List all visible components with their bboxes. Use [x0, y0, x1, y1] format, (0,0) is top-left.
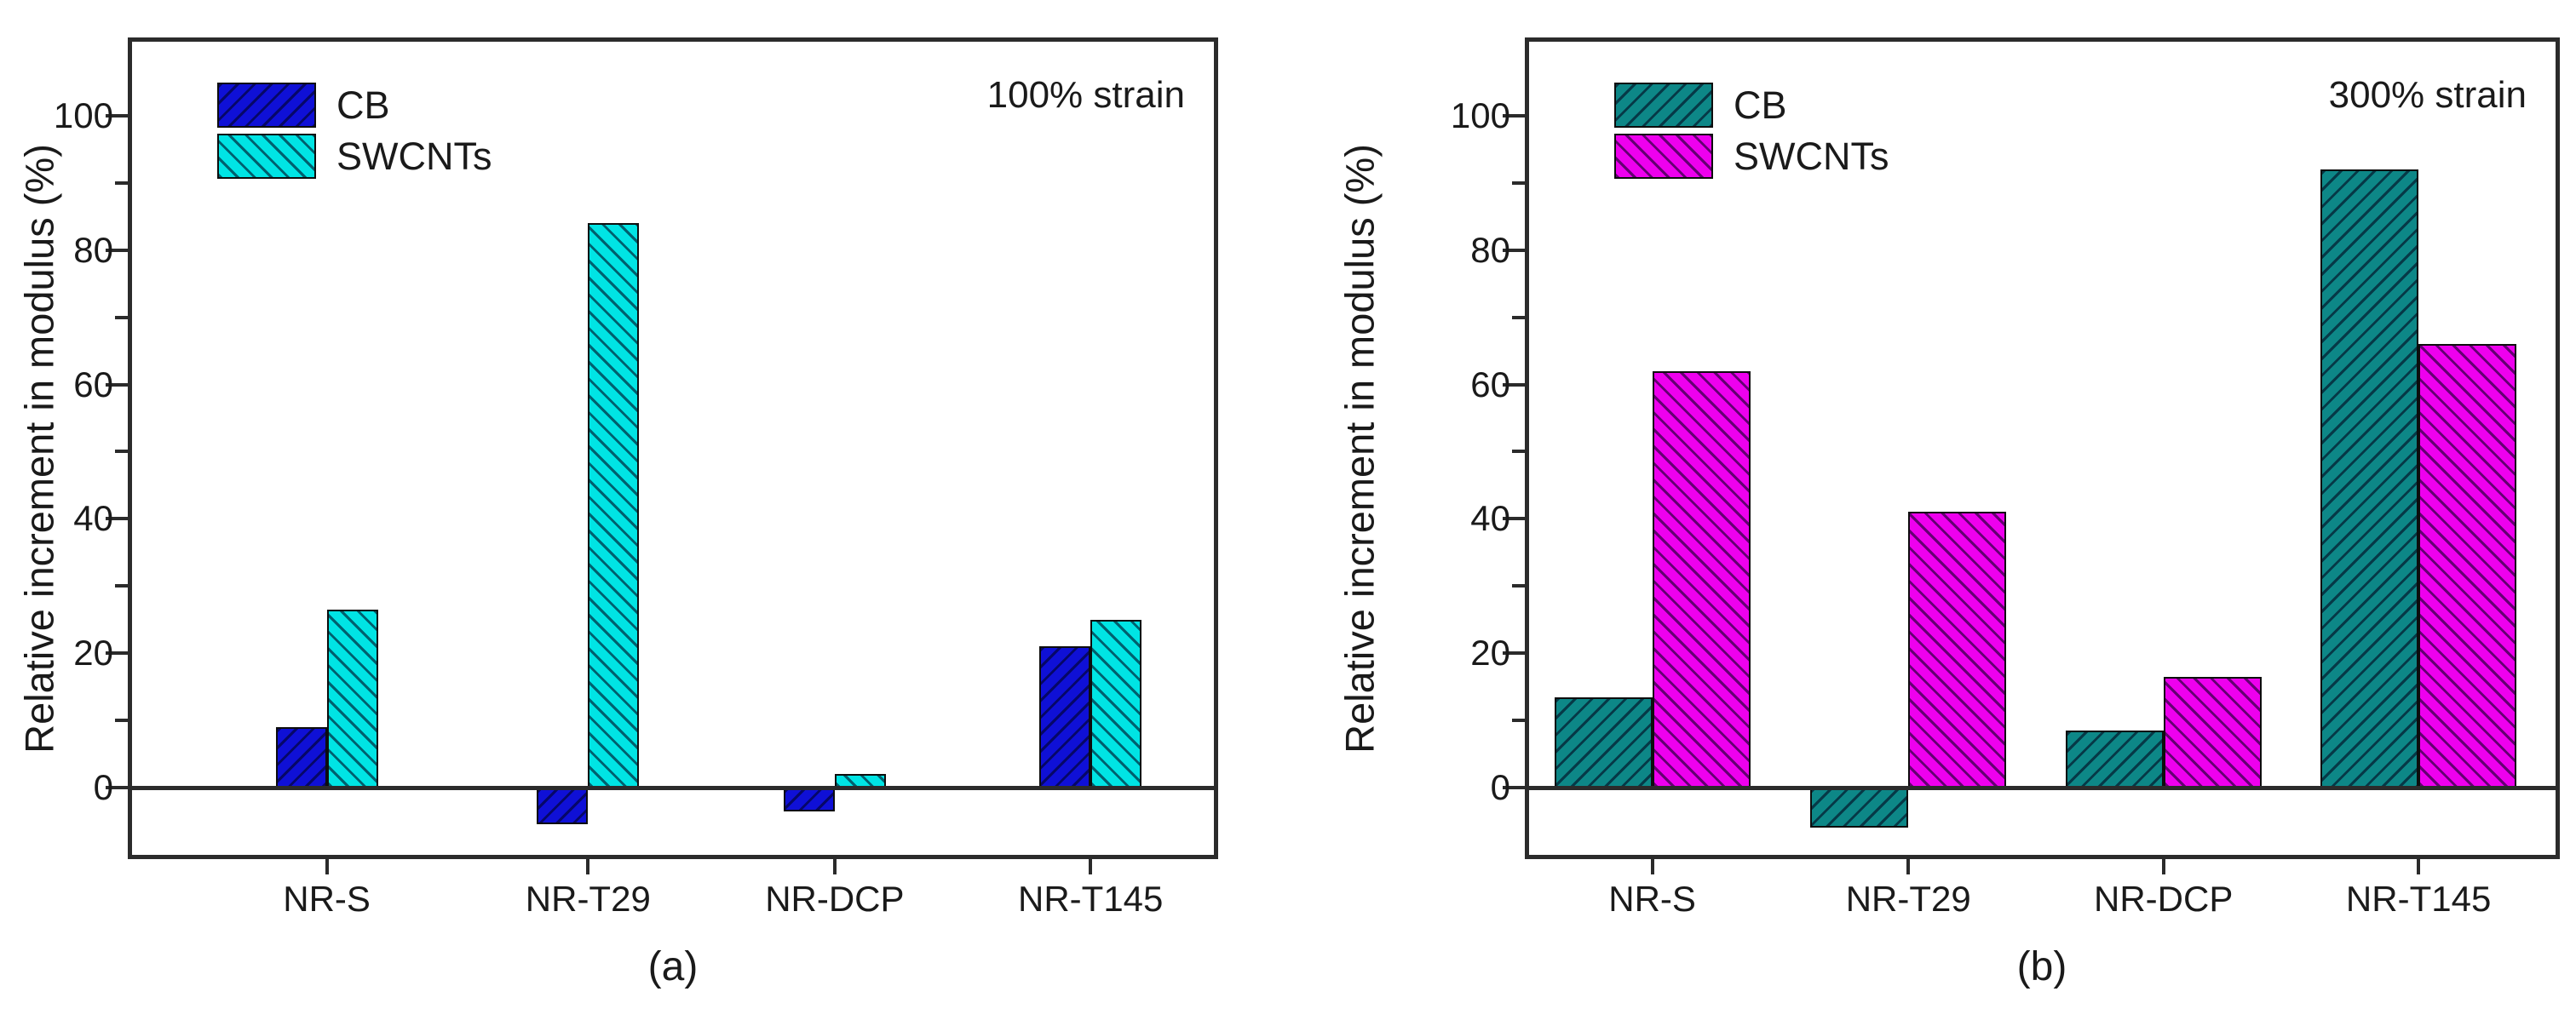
panel-label-a: (a): [647, 944, 699, 989]
bar-cb-nr-t145: [1039, 646, 1091, 788]
bar-swcnts-nr-t29: [1908, 512, 2007, 788]
category-label-nr-t145: NR-T145: [1018, 879, 1164, 919]
y-tick-label: 20: [1470, 633, 1510, 673]
y-tick: [1503, 248, 1525, 252]
x-tick: [1089, 859, 1093, 874]
legend-item-cb: CB: [217, 83, 492, 128]
plot-area-300-strain: CB SWCNTs 300% strain 0 20 40 60 80 100 NR-S NR…: [1451, 37, 2560, 919]
y-tick-label: 0: [1490, 767, 1510, 808]
category-label-nr-t145: NR-T145: [2345, 879, 2492, 919]
bar-cb-nr-dcp: [783, 788, 835, 811]
legend: CB SWCNTs: [217, 83, 492, 185]
y-tick: [106, 113, 128, 118]
category-label-nr-dcp: NR-DCP: [2094, 879, 2234, 919]
zero-line: [132, 785, 1214, 790]
legend-swatch-cb: [217, 83, 316, 128]
y-tick: [1503, 517, 1525, 521]
x-tick: [2161, 859, 2165, 874]
y-tick: [106, 651, 128, 656]
bar-cb-nr-dcp: [2065, 730, 2164, 788]
y-minor-tick: [1512, 315, 1525, 319]
y-tick-label: 60: [73, 364, 113, 404]
bar-swcnts-nr-t145: [1090, 619, 1142, 788]
legend-item-swcnts: SWCNTs: [217, 134, 492, 179]
bar-cb-nr-s: [1554, 696, 1653, 788]
y-tick-label: 20: [73, 633, 113, 673]
y-tick-label: 0: [93, 767, 113, 808]
y-minor-tick: [1512, 181, 1525, 185]
bar-swcnts-nr-s: [1652, 370, 1751, 788]
strain-annotation: 100% strain: [986, 74, 1185, 116]
y-minor-tick: [1512, 584, 1525, 588]
y-minor-tick: [115, 719, 128, 723]
y-axis-label-b: Relative increment in modulus (%): [1337, 144, 1383, 754]
y-tick: [1503, 382, 1525, 387]
y-tick: [106, 382, 128, 387]
bar-swcnts-nr-dcp: [2163, 676, 2262, 788]
legend-label-swcnts: SWCNTs: [1734, 134, 1889, 178]
bar-swcnts-nr-t29: [588, 223, 640, 788]
bar-cb-nr-t29: [1810, 788, 1909, 828]
y-tick-label: 80: [73, 229, 113, 270]
x-tick: [325, 859, 329, 874]
panel-label-b: (b): [2016, 944, 2067, 989]
x-tick: [586, 859, 590, 874]
y-tick: [1503, 113, 1525, 118]
legend-swatch-swcnts: [1614, 134, 1713, 179]
y-tick: [1503, 786, 1525, 790]
legend-item-swcnts: SWCNTs: [1614, 134, 1889, 179]
legend-swatch-swcnts: [217, 134, 316, 179]
y-tick-label: 80: [1470, 229, 1510, 270]
category-label-nr-s: NR-S: [283, 879, 371, 919]
y-minor-tick: [115, 450, 128, 454]
x-tick: [1650, 859, 1654, 874]
y-tick: [106, 248, 128, 252]
legend: CB SWCNTs: [1614, 83, 1889, 185]
strain-annotation: 300% strain: [2328, 74, 2527, 116]
bar-swcnts-nr-t145: [2418, 344, 2517, 788]
legend-item-cb: CB: [1614, 83, 1889, 128]
category-label-nr-t29: NR-T29: [525, 879, 651, 919]
legend-swatch-cb: [1614, 83, 1713, 128]
y-tick-label: 40: [1470, 498, 1510, 539]
y-tick-label: 100: [1450, 95, 1510, 135]
y-tick: [106, 517, 128, 521]
y-tick: [106, 786, 128, 790]
legend-label-cb: CB: [336, 83, 390, 127]
category-label-nr-dcp: NR-DCP: [765, 879, 905, 919]
legend-label-cb: CB: [1734, 83, 1787, 127]
y-minor-tick: [115, 315, 128, 319]
x-tick: [2417, 859, 2421, 874]
y-tick-label: 40: [73, 498, 113, 539]
x-tick: [1906, 859, 1911, 874]
x-tick: [832, 859, 837, 874]
y-minor-tick: [1512, 450, 1525, 454]
category-label-nr-s: NR-S: [1608, 879, 1696, 919]
y-tick: [1503, 651, 1525, 656]
y-minor-tick: [115, 181, 128, 185]
bar-cb-nr-t29: [537, 788, 589, 825]
y-tick-label: 60: [1470, 364, 1510, 404]
zero-line: [1529, 785, 2556, 790]
plot-area-100-strain: CB SWCNTs 100% strain 0 20 40 60 80 100 NR-S NR…: [54, 37, 1218, 919]
bar-cb-nr-t145: [2320, 169, 2419, 788]
category-label-nr-t29: NR-T29: [1845, 879, 1971, 919]
y-tick-label: 100: [53, 95, 113, 135]
bar-swcnts-nr-s: [326, 609, 378, 788]
y-minor-tick: [115, 584, 128, 588]
legend-label-swcnts: SWCNTs: [336, 134, 492, 178]
y-minor-tick: [1512, 719, 1525, 723]
bar-cb-nr-s: [275, 727, 327, 788]
